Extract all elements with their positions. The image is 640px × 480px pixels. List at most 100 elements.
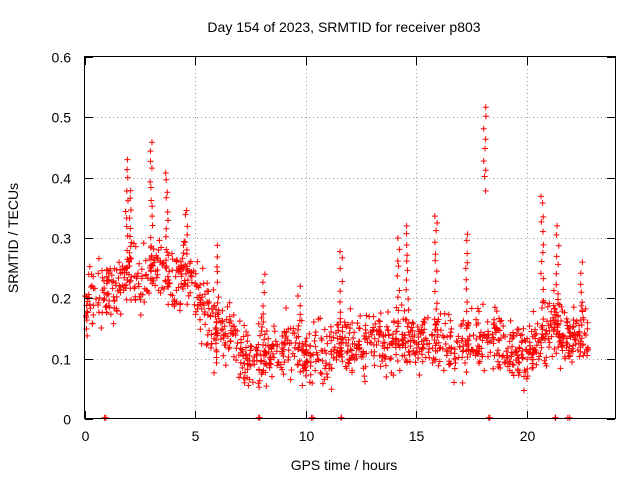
data-point-marker [538, 305, 545, 312]
data-point-marker [557, 365, 564, 372]
data-point-marker [339, 278, 346, 285]
data-point-marker [468, 305, 475, 312]
y-tick-label: 0 [63, 412, 71, 428]
data-point-marker [584, 352, 591, 359]
data-point-marker [375, 317, 382, 324]
data-point-marker [259, 369, 266, 376]
data-point-marker [213, 318, 220, 325]
data-point-marker [421, 320, 428, 327]
data-point-marker [116, 259, 123, 266]
data-point-marker [93, 295, 100, 302]
data-point-marker [473, 316, 480, 323]
data-point-marker [541, 357, 548, 364]
data-point-marker [559, 308, 566, 315]
data-point-marker [239, 346, 246, 353]
data-point-marker [280, 371, 287, 378]
data-point-marker [287, 376, 294, 383]
data-point-marker [164, 209, 171, 216]
data-point-marker [107, 311, 114, 318]
data-point-marker [335, 321, 342, 328]
data-point-marker [270, 323, 277, 330]
data-point-marker [214, 242, 221, 249]
data-point-marker [181, 238, 188, 245]
data-point-marker [362, 326, 369, 333]
data-point-marker [443, 352, 450, 359]
data-point-marker [210, 286, 217, 293]
data-point-marker [141, 299, 148, 306]
data-point-marker [222, 330, 229, 337]
data-point-marker [553, 253, 560, 260]
data-point-marker [229, 331, 236, 338]
data-point-marker [459, 379, 466, 386]
data-point-marker [490, 340, 497, 347]
data-point-marker [509, 361, 516, 368]
data-point-marker [355, 346, 362, 353]
data-point-marker [537, 350, 544, 357]
data-point-marker [135, 270, 142, 277]
data-point-marker [444, 333, 451, 340]
data-point-marker [349, 319, 356, 326]
data-point-marker [103, 273, 110, 280]
data-point-marker [395, 263, 402, 270]
data-point-marker [403, 316, 410, 323]
data-point-marker [403, 277, 410, 284]
data-point-marker [244, 338, 251, 345]
data-point-marker [405, 329, 412, 336]
data-point-marker [540, 297, 547, 304]
data-point-marker [432, 342, 439, 349]
data-point-marker [203, 342, 210, 349]
data-point-marker [407, 337, 414, 344]
data-point-marker [237, 370, 244, 377]
data-point-marker [86, 301, 93, 308]
data-point-marker [199, 265, 206, 272]
data-point-marker [178, 264, 185, 271]
data-point-marker [570, 342, 577, 349]
data-point-marker [95, 255, 102, 262]
data-point-marker [381, 339, 388, 346]
data-point-marker [180, 242, 187, 249]
data-point-marker [153, 274, 160, 281]
data-point-marker [481, 367, 488, 374]
data-point-marker [582, 332, 589, 339]
data-point-marker [327, 323, 334, 330]
data-point-marker [539, 335, 546, 342]
data-point-marker [267, 361, 274, 368]
data-point-marker [147, 184, 154, 191]
data-point-marker [101, 285, 108, 292]
data-point-marker [124, 166, 131, 173]
data-point-marker [111, 304, 118, 311]
data-point-marker [394, 235, 401, 241]
data-point-marker [360, 349, 367, 356]
data-point-marker [363, 350, 370, 357]
data-point-marker [95, 270, 102, 277]
data-point-marker [442, 340, 449, 347]
data-point-marker [163, 246, 170, 253]
data-point-marker [297, 311, 304, 318]
data-point-marker [445, 311, 452, 318]
data-point-marker [491, 352, 498, 359]
data-point-marker [545, 344, 552, 351]
data-point-marker [230, 311, 237, 318]
data-point-marker [435, 362, 442, 369]
data-point-marker [328, 329, 335, 336]
data-point-marker [303, 359, 310, 366]
data-point-marker [491, 325, 498, 332]
data-point-marker [413, 339, 420, 346]
data-point-marker [451, 355, 458, 362]
data-point-marker [561, 333, 568, 340]
data-point-marker [255, 414, 262, 421]
data-point-marker [478, 345, 485, 352]
data-point-marker [306, 330, 313, 337]
data-point-marker [282, 341, 289, 348]
data-point-marker [323, 360, 330, 367]
data-point-marker [432, 327, 439, 334]
data-point-marker [101, 296, 108, 303]
data-point-marker [448, 345, 455, 352]
data-point-marker [411, 332, 418, 339]
data-point-marker [230, 353, 237, 360]
data-point-marker [404, 323, 411, 330]
data-point-marker [339, 358, 346, 365]
data-point-marker [464, 342, 471, 349]
data-point-marker [296, 317, 303, 324]
data-point-marker [300, 343, 307, 350]
